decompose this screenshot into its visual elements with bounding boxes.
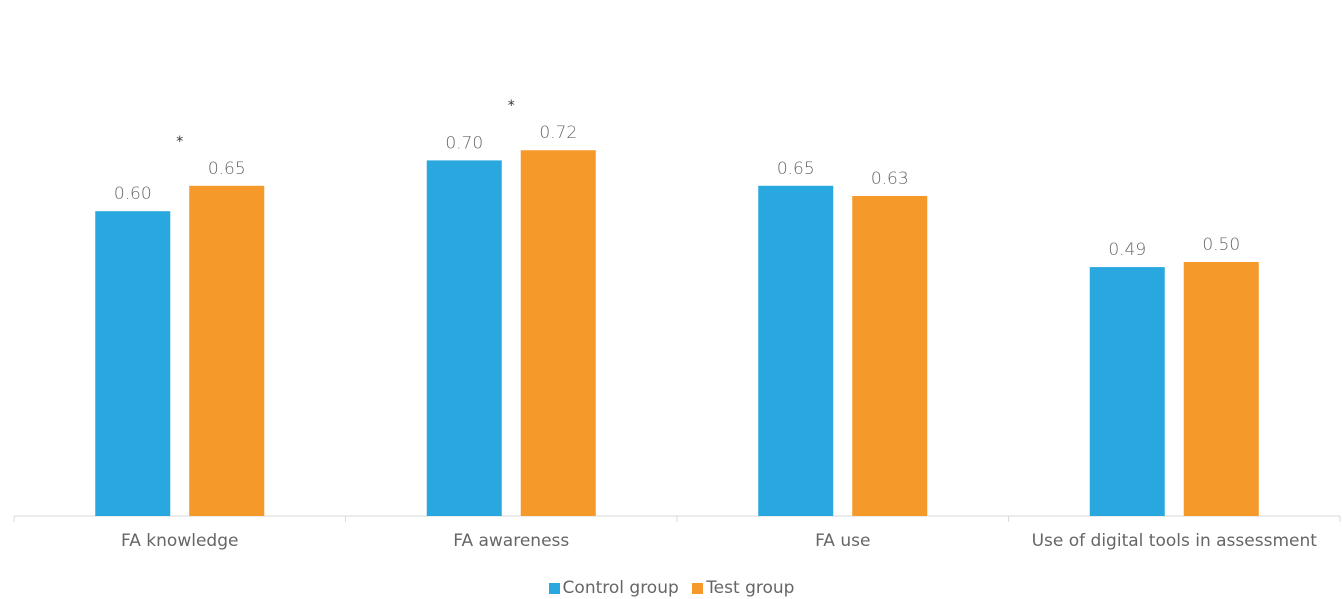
data-label: 0.70 bbox=[445, 133, 483, 153]
category-label: FA knowledge bbox=[121, 531, 238, 551]
legend-swatch-test bbox=[692, 582, 704, 594]
data-label: 0.49 bbox=[1108, 240, 1146, 260]
category-label: FA awareness bbox=[453, 531, 569, 551]
bar-control bbox=[758, 185, 834, 517]
category-labels: FA knowledge FA awareness FA use Use of dig… bbox=[121, 531, 1317, 551]
data-label: 0.50 bbox=[1202, 235, 1240, 255]
data-label: 0.63 bbox=[871, 169, 909, 189]
legend-label-control: Control group bbox=[562, 578, 679, 598]
category-label: Use of digital tools in assessment bbox=[1032, 531, 1318, 551]
data-label: 0.72 bbox=[539, 123, 577, 143]
bar-test bbox=[852, 195, 928, 516]
significance-marker: * bbox=[508, 98, 515, 114]
significance-marker: * bbox=[176, 134, 183, 150]
data-label: 0.65 bbox=[777, 159, 815, 179]
bar-test bbox=[1183, 262, 1259, 516]
data-label: 0.60 bbox=[114, 184, 152, 204]
legend-item-test: Test group bbox=[692, 578, 794, 598]
category-label: FA use bbox=[815, 531, 870, 551]
legend: Control group Test group bbox=[0, 578, 1343, 599]
legend-swatch-control bbox=[548, 582, 560, 594]
bar-control bbox=[1089, 267, 1165, 516]
bar-chart: 0.60 0.65 * 0.70 0.72 * 0.65 0.63 0.49 0.50 FA kn… bbox=[13, 98, 1341, 551]
legend-item-control: Control group bbox=[548, 578, 679, 598]
x-axis bbox=[13, 515, 1341, 522]
bars bbox=[95, 150, 1259, 517]
bar-test bbox=[520, 150, 596, 517]
bar-control bbox=[426, 160, 502, 516]
data-labels: 0.60 0.65 * 0.70 0.72 * 0.65 0.63 0.49 0.50 bbox=[114, 98, 1240, 260]
legend-label-test: Test group bbox=[706, 578, 795, 598]
bar-test bbox=[189, 185, 265, 517]
data-label: 0.65 bbox=[208, 159, 246, 179]
bar-control bbox=[95, 211, 171, 516]
